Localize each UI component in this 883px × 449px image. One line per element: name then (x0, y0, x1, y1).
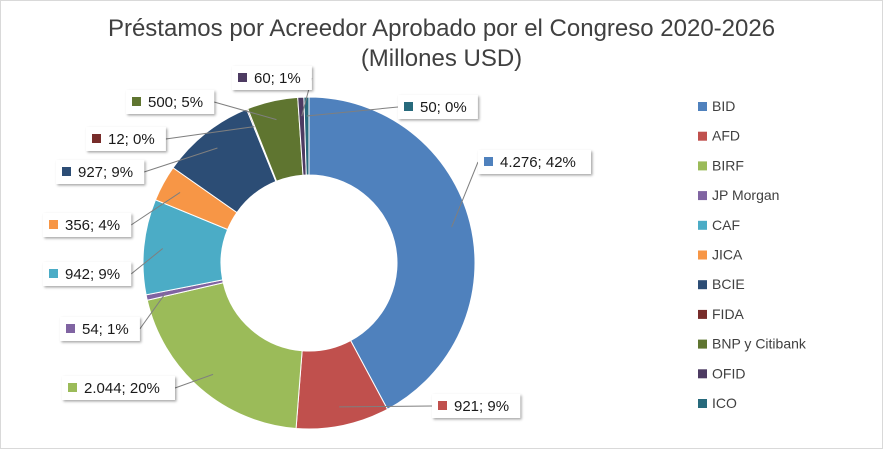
data-label-swatch (484, 157, 493, 166)
legend-label: BNP y Citibank (712, 336, 807, 352)
data-label-jp-morgan: 54; 1% (60, 317, 140, 341)
data-label-bcie: 927; 9% (56, 160, 145, 184)
leader-line-caf (130, 248, 164, 275)
legend-label: BIRF (712, 157, 744, 173)
leader-lines (130, 77, 479, 408)
data-label-text: 921; 9% (454, 398, 509, 415)
legend-swatch (698, 131, 707, 141)
leader-line-bcie (143, 147, 218, 173)
legend-item-jp-morgan: JP Morgan (698, 187, 779, 203)
data-label-text: 500; 5% (148, 94, 203, 111)
data-label-swatch (438, 401, 447, 410)
slice-bid (308, 96, 476, 410)
legend-item-ofid: OFID (698, 365, 745, 381)
data-label-text: 54; 1% (82, 321, 129, 338)
data-label-swatch (92, 134, 101, 143)
legend-label: CAF (712, 217, 740, 233)
data-label-text: 60; 1% (254, 70, 301, 87)
leader-line-birf (174, 373, 214, 389)
leader-line-afd (339, 405, 433, 408)
legend-swatch (698, 191, 707, 201)
leader-line-ico (306, 106, 399, 117)
legend-item-jica: JICA (698, 247, 743, 263)
data-label-ofid: 60; 1% (232, 66, 312, 90)
data-label-box (62, 376, 175, 400)
data-label-text: 2.044; 20% (84, 380, 160, 397)
legend-swatch (698, 399, 707, 408)
data-labels: 4.276; 42% 921; 9% 2.044; 20% 54; 1% 942; 9%… (43, 66, 591, 418)
legend-label: BCIE (712, 276, 745, 292)
data-label-text: 4.276; 42% (500, 154, 576, 171)
data-label-caf: 942; 9% (43, 262, 132, 286)
data-label-text: 356; 4% (65, 217, 120, 234)
data-label-swatch (238, 73, 247, 82)
legend-swatch (698, 250, 707, 260)
legend: BID AFD BIRF JP Morgan CAF JICA BCIE FIDA BNP y … (698, 98, 807, 411)
legend-label: FIDA (712, 306, 745, 322)
data-label-box (478, 150, 591, 174)
legend-swatch (698, 339, 707, 349)
chart-title-line: Préstamos por Acreedor Aprobado por el C… (107, 15, 776, 42)
data-label-swatch (49, 220, 58, 229)
chart-subtitle: (Millones USD) (360, 45, 523, 72)
legend-label: AFD (712, 128, 740, 144)
data-label-swatch (66, 324, 75, 333)
leader-line-fida (165, 126, 255, 140)
donut-slices (142, 96, 476, 430)
legend-label: OFID (712, 365, 745, 381)
data-label-text: 12; 0% (108, 131, 155, 148)
legend-item-birf: BIRF (698, 157, 744, 173)
legend-swatch (698, 369, 707, 379)
legend-item-bnp-y-citibank: BNP y Citibank (698, 336, 807, 352)
legend-item-caf: CAF (698, 217, 740, 233)
legend-item-ico: ICO (698, 395, 737, 411)
data-label-fida: 12; 0% (86, 127, 166, 151)
legend-item-fida: FIDA (698, 306, 745, 322)
legend-swatch (698, 161, 707, 171)
data-label-swatch (68, 383, 77, 392)
legend-label: ICO (712, 395, 737, 411)
data-label-birf: 2.044; 20% (62, 376, 175, 400)
legend-item-bcie: BCIE (698, 276, 745, 292)
data-label-swatch (49, 269, 58, 278)
data-label-swatch (404, 102, 413, 111)
data-label-text: 942; 9% (65, 266, 120, 283)
slice-birf (146, 282, 303, 430)
leader-line-jica (130, 191, 181, 226)
leader-line-bnp-y-citibank (213, 101, 277, 121)
data-label-afd: 921; 9% (432, 394, 521, 418)
data-label-text: 50; 0% (420, 99, 467, 116)
data-label-ico: 50; 0% (398, 95, 478, 119)
legend-swatch (698, 309, 707, 319)
legend-item-afd: AFD (698, 128, 740, 144)
legend-swatch (698, 280, 707, 290)
leader-line-bid (451, 161, 479, 228)
slice-ico (303, 96, 310, 176)
data-label-jica: 356; 4% (43, 213, 132, 237)
data-label-bid: 4.276; 42% (478, 150, 591, 174)
legend-swatch (698, 220, 707, 230)
data-label-swatch (132, 97, 141, 106)
data-label-bnp-y-citibank: 500; 5% (126, 90, 215, 114)
legend-item-bid: BID (698, 98, 735, 114)
legend-swatch (698, 102, 707, 111)
leader-line-jp-morgan (139, 293, 166, 330)
legend-label: JICA (712, 247, 743, 263)
chart-title: Préstamos por Acreedor Aprobado por el C… (0, 14, 883, 74)
data-label-text: 927; 9% (78, 164, 133, 181)
legend-label: JP Morgan (712, 187, 779, 203)
legend-label: BID (712, 98, 735, 114)
data-label-swatch (62, 167, 71, 176)
